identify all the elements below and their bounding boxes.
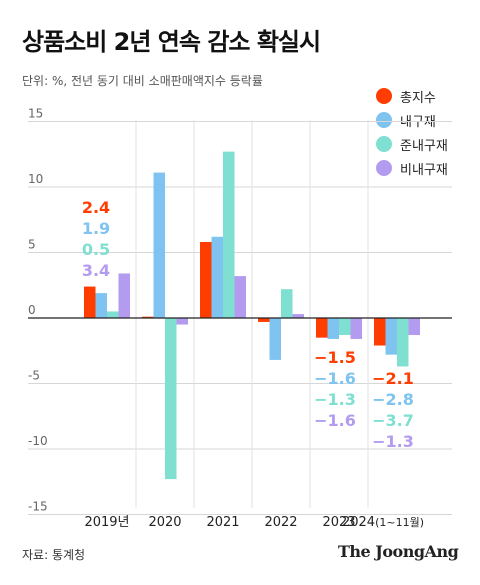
bar-total (316, 318, 328, 338)
bar-durable (153, 172, 165, 318)
legend-item-nondurable: 비내구재 (376, 156, 448, 180)
x-tick-label: 2020 (148, 515, 181, 530)
bar-nondurable (234, 276, 246, 318)
data-label: −1.3 (314, 390, 356, 409)
bar-nondurable (350, 318, 362, 339)
chart-title: 상품소비 2년 연속 감소 확실시 (22, 28, 321, 56)
bar-durable (95, 293, 107, 318)
legend-swatch-nondurable (376, 160, 392, 176)
legend-item-total: 총지수 (376, 84, 448, 108)
unit-note: 단위: %, 전년 동기 대비 소매판매액지수 등락률 (22, 74, 263, 88)
bar-durable (327, 318, 339, 339)
legend-swatch-semidurable (376, 136, 392, 152)
bar-semidurable (223, 151, 235, 318)
bar-nondurable (292, 314, 304, 318)
y-tick-label: -5 (28, 369, 40, 383)
data-label: −3.7 (372, 411, 414, 430)
bar-semidurable (281, 289, 293, 318)
bar-total (142, 316, 154, 318)
bar-durable (211, 236, 223, 318)
x-tick-label: 2021 (206, 515, 239, 530)
bar-total (84, 286, 96, 318)
x-tick-label: 2019년 (84, 515, 129, 530)
legend-item-semidurable: 준내구재 (376, 132, 448, 156)
bar-total (374, 318, 386, 346)
bar-nondurable (176, 318, 188, 325)
y-tick-label: 10 (28, 172, 43, 186)
legend-label: 준내구재 (400, 138, 448, 154)
bar-semidurable (165, 318, 177, 480)
x-tick-suffix: (1~11월) (375, 516, 424, 529)
data-label: −2.8 (372, 390, 414, 409)
data-label: 0.5 (82, 240, 110, 259)
x-tick-label: 2024(1~11월) (342, 515, 424, 530)
y-tick-label: -10 (28, 434, 48, 448)
data-label: 2.4 (82, 198, 110, 217)
y-tick-label: 5 (28, 238, 36, 252)
legend: 총지수 내구재 준내구재 비내구재 (376, 84, 448, 180)
data-label: 1.9 (82, 219, 110, 238)
bar-semidurable (339, 318, 351, 336)
bar-total (258, 318, 270, 322)
data-label: 3.4 (82, 261, 110, 280)
y-tick-label: 15 (28, 107, 43, 121)
data-label: −1.5 (314, 348, 356, 367)
legend-swatch-durable (376, 112, 392, 128)
x-tick-label: 2022 (264, 515, 297, 530)
data-label: −2.1 (372, 369, 414, 388)
y-tick-label: 0 (28, 303, 36, 317)
bar-semidurable (107, 311, 119, 318)
x-tick-year: 2024 (342, 515, 375, 530)
bar-total (200, 242, 212, 318)
bar-nondurable (118, 273, 130, 318)
legend-label: 비내구재 (400, 162, 448, 178)
legend-swatch-total (376, 88, 392, 104)
bar-semidurable (397, 318, 409, 367)
data-label: −1.6 (314, 369, 356, 388)
data-label: −1.3 (372, 432, 414, 451)
bar-durable (385, 318, 397, 355)
source-note: 자료: 통계청 (22, 548, 86, 562)
legend-label: 총지수 (400, 90, 436, 106)
brand-logo: The JoongAng (338, 542, 459, 561)
y-tick-label: -15 (28, 500, 48, 514)
bar-durable (269, 318, 281, 360)
data-label: −1.6 (314, 411, 356, 430)
bar-nondurable (408, 318, 420, 336)
x-tick-label: 2023 (322, 515, 355, 530)
